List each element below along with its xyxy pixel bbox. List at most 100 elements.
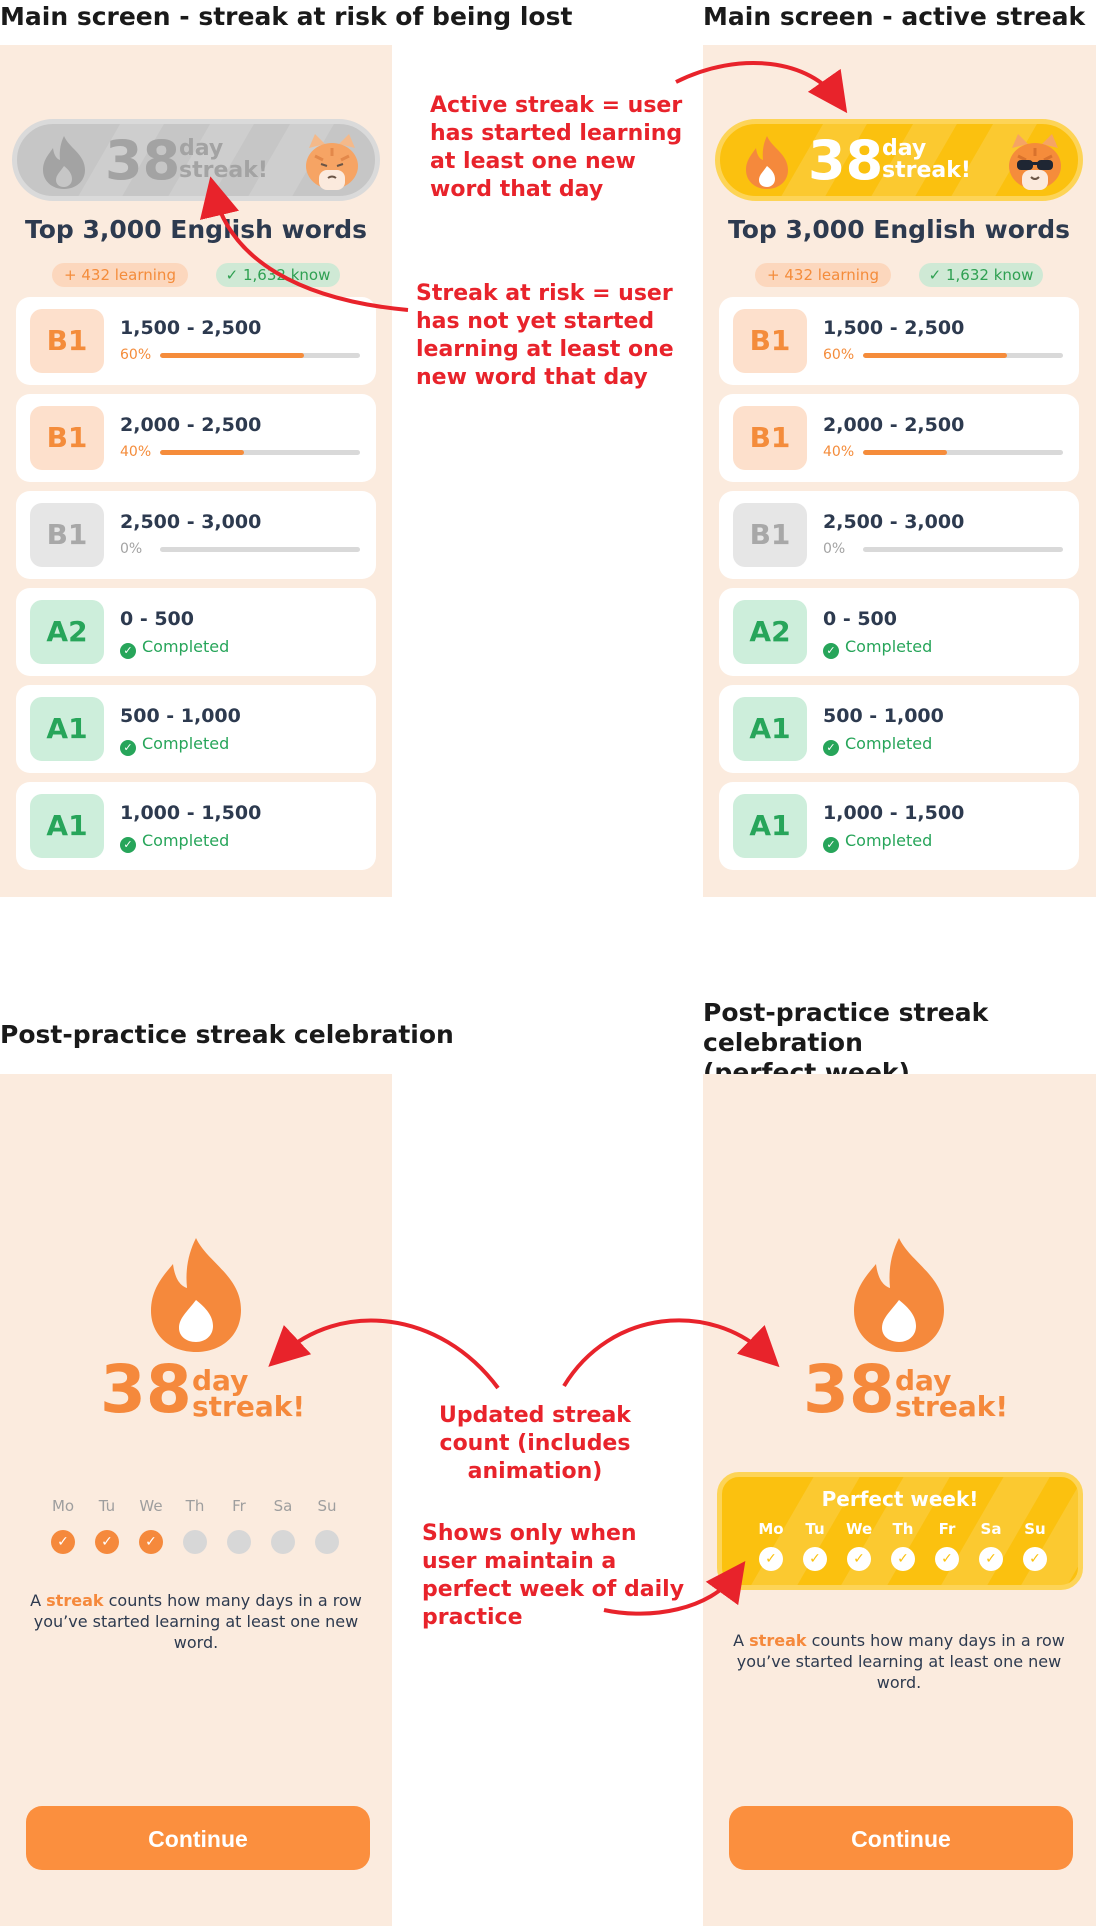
day-label: Sa [273, 1497, 293, 1515]
level-card[interactable]: B1 2,500 - 3,000 0% [719, 491, 1079, 579]
completed-label: Completed [845, 637, 933, 656]
level-card[interactable]: B1 2,000 - 2,500 40% [16, 394, 376, 482]
day-label: Th [185, 1497, 205, 1515]
level-range: 2,500 - 3,000 [120, 511, 262, 533]
streak-banner[interactable]: 38 day streak! [715, 119, 1083, 201]
streak-label: day streak! [895, 1367, 1009, 1423]
progress-fill [863, 353, 1007, 358]
progress-bar [160, 547, 360, 552]
completed-label: Completed [142, 637, 230, 656]
phone-active-streak: 38 day streak! Top 3,000 English words + … [703, 45, 1096, 897]
completed-status: ✓ Completed [120, 735, 229, 756]
level-badge: B1 [733, 309, 807, 373]
flame-icon [39, 134, 89, 190]
level-card[interactable]: B1 2,000 - 2,500 40% [719, 394, 1079, 482]
streak-day-text: day [179, 136, 224, 161]
know-count-pill: ✓ 1,632 know [919, 263, 1043, 287]
level-card[interactable]: A2 0 - 500 ✓ Completed [16, 588, 376, 676]
continue-button[interactable]: Continue [26, 1806, 370, 1870]
completed-status: ✓ Completed [823, 638, 932, 659]
explanation-text: counts how many days in a row you’ve sta… [736, 1631, 1065, 1692]
phone-celebration-perfect-week: 38 day streak! Perfect week! Mo ✓ Tu ✓ We ✓ … [703, 1074, 1096, 1926]
streak-count: 38 [803, 1351, 895, 1428]
sad-cat-icon [301, 130, 363, 192]
progress-percent: 0% [120, 541, 143, 557]
note-bold: Streak at risk [416, 281, 585, 306]
level-badge: A1 [30, 697, 104, 761]
day-check-icon: ✓ [139, 1530, 163, 1554]
check-icon: ✓ [120, 740, 136, 756]
level-card[interactable]: B1 1,500 - 2,500 60% [719, 297, 1079, 385]
note-streak-at-risk: Streak at risk = user has not yet starte… [416, 280, 696, 392]
continue-button[interactable]: Continue [729, 1806, 1073, 1870]
check-icon: ✓ [120, 837, 136, 853]
big-flame-icon [143, 1234, 249, 1354]
day-empty-dot [227, 1530, 251, 1554]
level-card[interactable]: A1 500 - 1,000 ✓ Completed [719, 685, 1079, 773]
level-card[interactable]: B1 1,500 - 2,500 60% [16, 297, 376, 385]
level-range: 2,000 - 2,500 [823, 414, 965, 436]
check-icon: ✓ [120, 643, 136, 659]
check-icon: ✓ [823, 643, 839, 659]
streak-day-text: day [895, 1364, 952, 1397]
completed-status: ✓ Completed [120, 832, 229, 853]
section-title-streak-at-risk: Main screen - streak at risk of being lo… [0, 2, 573, 31]
level-badge: A1 [733, 697, 807, 761]
level-card[interactable]: A1 1,000 - 1,500 ✓ Completed [719, 782, 1079, 870]
progress-bar [863, 547, 1063, 552]
level-range: 1,500 - 2,500 [823, 317, 965, 339]
day-label: Th [892, 1520, 914, 1538]
day-label: We [846, 1520, 873, 1538]
day-empty-dot [183, 1530, 207, 1554]
streak-day-text: day [192, 1364, 249, 1397]
explanation-text: A [733, 1631, 750, 1650]
check-icon: ✓ [823, 740, 839, 756]
level-card[interactable]: A1 500 - 1,000 ✓ Completed [16, 685, 376, 773]
completed-label: Completed [142, 734, 230, 753]
day-check-icon: ✓ [891, 1547, 915, 1571]
level-card[interactable]: A2 0 - 500 ✓ Completed [719, 588, 1079, 676]
streak-label: day streak! [192, 1367, 305, 1421]
explanation-text: A [30, 1591, 47, 1610]
level-range: 0 - 500 [823, 608, 897, 630]
level-range: 2,000 - 2,500 [120, 414, 262, 436]
level-range: 2,500 - 3,000 [823, 511, 965, 533]
level-range: 1,000 - 1,500 [823, 802, 965, 824]
streak-highlight: streak [46, 1591, 104, 1610]
know-count-pill: ✓ 1,632 know [216, 263, 340, 287]
perfect-week-title: Perfect week! [821, 1487, 979, 1511]
day-check-icon: ✓ [803, 1547, 827, 1571]
streak-label: day streak! [882, 138, 971, 182]
level-badge: B1 [30, 406, 104, 470]
progress-bar [160, 450, 360, 455]
note-perfect-week: Shows only when user maintain a perfect … [422, 1521, 685, 1630]
phone-celebration: 38 day streak! Mo ✓ Tu ✓ We ✓ Th Fr Sa Su A … [0, 1074, 392, 1926]
section-title-active-streak: Main screen - active streak [703, 2, 1086, 31]
day-check-icon: ✓ [95, 1530, 119, 1554]
day-check-icon: ✓ [759, 1547, 783, 1571]
streak-word-text: streak! [179, 158, 268, 183]
progress-fill [160, 450, 244, 455]
progress-percent: 0% [823, 541, 846, 557]
level-badge: A1 [30, 794, 104, 858]
flame-icon [742, 134, 792, 190]
streak-count: 38 [808, 129, 884, 192]
perfect-week-card: Perfect week! Mo ✓ Tu ✓ We ✓ Th ✓ Fr ✓ Sa ✓ Su… [717, 1472, 1083, 1590]
day-label: Mo [758, 1520, 784, 1538]
day-check-icon: ✓ [51, 1530, 75, 1554]
streak-word-text: streak! [895, 1390, 1009, 1423]
streak-banner[interactable]: 38 day streak! [12, 119, 380, 201]
day-label: Su [1024, 1520, 1046, 1538]
completed-label: Completed [142, 831, 230, 850]
streak-count: 38 [100, 1351, 192, 1428]
progress-fill [160, 353, 304, 358]
day-label: Tu [98, 1497, 116, 1515]
deck-title: Top 3,000 English words [728, 215, 1070, 244]
streak-explanation: A streak counts how many days in a row y… [30, 1590, 362, 1653]
completed-status: ✓ Completed [823, 832, 932, 853]
day-check-icon: ✓ [935, 1547, 959, 1571]
level-card[interactable]: A1 1,000 - 1,500 ✓ Completed [16, 782, 376, 870]
level-range: 1,500 - 2,500 [120, 317, 262, 339]
level-card[interactable]: B1 2,500 - 3,000 0% [16, 491, 376, 579]
big-flame-icon [846, 1234, 952, 1354]
